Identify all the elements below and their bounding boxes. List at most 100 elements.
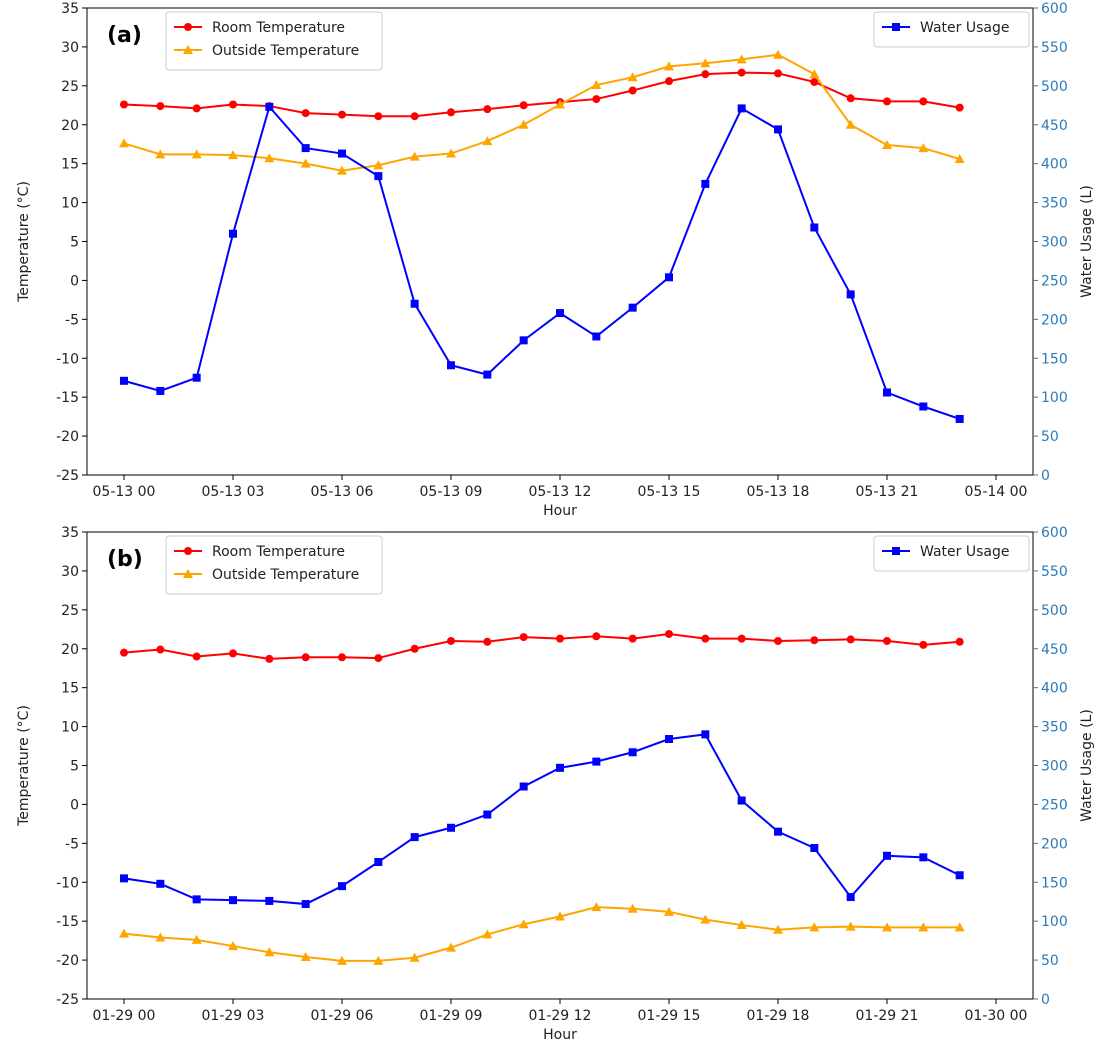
x-tick-label: 01-29 00: [93, 1008, 156, 1024]
data-point: [264, 153, 275, 163]
data-point: [410, 644, 419, 653]
data-point: [810, 77, 819, 86]
data-point: [374, 858, 383, 867]
y2-tick-label: 300: [1041, 235, 1068, 251]
y2-tick-label: 350: [1041, 196, 1068, 212]
data-point: [701, 179, 710, 188]
data-point: [810, 636, 819, 645]
data-point: [774, 125, 782, 134]
data-point: [883, 851, 891, 860]
data-point: [120, 100, 128, 109]
data-point: [156, 386, 165, 395]
data-point: [192, 104, 201, 113]
data-point: [774, 69, 782, 78]
series-outside-temperature: [119, 49, 965, 175]
data-point: [156, 645, 165, 654]
data-point: [846, 893, 855, 902]
y-tick-label: 20: [61, 642, 79, 658]
data-point: [229, 100, 237, 109]
data-point: [300, 951, 311, 961]
y2-tick-label: 400: [1041, 681, 1068, 697]
data-point: [628, 86, 637, 95]
y2-tick-label: 550: [1041, 40, 1068, 56]
data-point: [591, 902, 602, 912]
legend-marker: [892, 23, 900, 31]
data-point: [120, 376, 128, 385]
data-point: [592, 332, 601, 341]
legend-label: Water Usage: [920, 20, 1009, 36]
data-point: [338, 653, 346, 662]
data-point: [845, 119, 856, 129]
legend-marker: [183, 569, 193, 578]
legend-marker: [183, 45, 193, 54]
data-point: [592, 95, 601, 104]
data-point: [809, 69, 820, 79]
legend-label: Room Temperature: [212, 20, 345, 36]
y2-tick-label: 100: [1041, 390, 1068, 406]
data-point: [737, 634, 746, 643]
data-point: [156, 879, 165, 888]
series-water-usage: [120, 730, 964, 909]
y2-tick-label: 600: [1041, 525, 1068, 541]
y2-tick-label: 150: [1041, 351, 1068, 367]
data-point: [155, 932, 166, 942]
y-tick-label: 30: [61, 40, 79, 56]
data-point: [373, 160, 384, 170]
legend-label: Outside Temperature: [212, 43, 359, 59]
y-tick-label: 5: [70, 235, 79, 251]
y2-tick-label: 50: [1041, 953, 1059, 969]
data-point: [338, 149, 346, 158]
data-point: [883, 97, 891, 106]
data-point: [627, 903, 638, 913]
data-point: [483, 810, 492, 819]
data-point: [519, 101, 528, 110]
data-point: [519, 782, 528, 791]
y2-tick-label: 450: [1041, 118, 1068, 134]
plot-frame: [86, 7, 1034, 476]
data-point: [737, 104, 746, 113]
data-point: [446, 942, 456, 952]
x-tick-label: 05-13 15: [638, 484, 701, 500]
y-tick-label: 0: [70, 797, 79, 813]
data-point: [846, 94, 855, 103]
data-point: [265, 896, 274, 905]
y-tick-label: 5: [70, 759, 79, 775]
data-point: [483, 637, 492, 646]
data-point: [156, 102, 165, 111]
data-point: [665, 77, 673, 86]
data-point: [374, 654, 383, 663]
data-point: [447, 361, 455, 370]
data-point: [810, 844, 819, 853]
x-tick-label: 05-13 18: [747, 484, 810, 500]
panel-label: (a): [107, 23, 142, 48]
y-tick-label: -25: [56, 992, 79, 1008]
data-point: [192, 373, 201, 382]
data-point: [483, 105, 492, 114]
chart-panel-b: -25-20-15-10-505101520253035050100150200…: [16, 525, 1095, 1043]
series-line: [123, 906, 960, 962]
legend-marker: [892, 547, 900, 555]
y-tick-label: -10: [56, 351, 79, 367]
data-point: [191, 934, 202, 944]
x-axis-label: Hour: [543, 503, 577, 519]
data-point: [555, 99, 565, 109]
data-point: [883, 388, 891, 397]
y2-tick-label: 600: [1041, 1, 1068, 17]
legend-right: Water Usage: [873, 11, 1030, 48]
y-tick-label: 35: [61, 1, 79, 17]
chart-panel-a: -25-20-15-10-505101520253035050100150200…: [16, 1, 1095, 519]
data-point: [918, 143, 929, 153]
y-tick-label: -10: [56, 875, 79, 891]
data-point: [774, 636, 782, 645]
data-point: [229, 896, 237, 905]
data-point: [120, 874, 128, 883]
data-point: [845, 921, 856, 931]
y2-tick-label: 300: [1041, 759, 1068, 775]
data-point: [446, 148, 456, 158]
legend-right: Water Usage: [873, 535, 1030, 572]
legend-label: Outside Temperature: [212, 567, 359, 583]
x-tick-label: 01-29 21: [856, 1008, 919, 1024]
data-point: [664, 61, 674, 71]
data-point: [701, 634, 710, 643]
